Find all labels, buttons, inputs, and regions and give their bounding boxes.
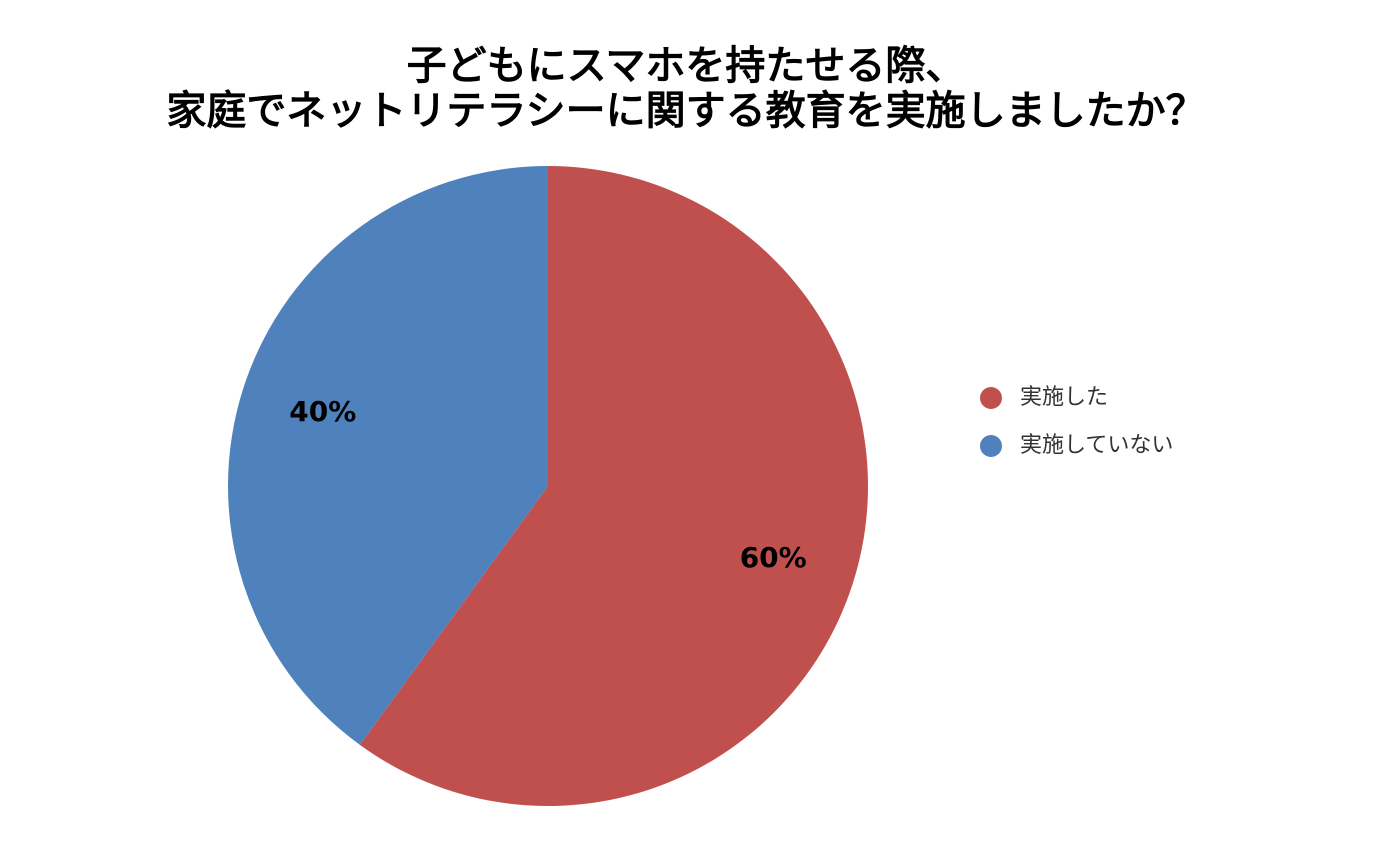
pie-slice xyxy=(227,166,548,745)
legend-marker xyxy=(980,435,1002,457)
legend-marker xyxy=(980,387,1002,409)
legend-label: 実施していない xyxy=(1020,433,1173,458)
pie-slice xyxy=(359,166,868,806)
legend-label: 実施した xyxy=(1020,385,1108,410)
value-label: 60% xyxy=(740,541,807,574)
chart-title: 子どもにスマホを持たせる際、 xyxy=(407,43,966,89)
value-label: 40% xyxy=(289,395,356,428)
chart-title: 家庭でネットリテラシーに関する教育を実施しましたか？ xyxy=(166,88,1205,134)
